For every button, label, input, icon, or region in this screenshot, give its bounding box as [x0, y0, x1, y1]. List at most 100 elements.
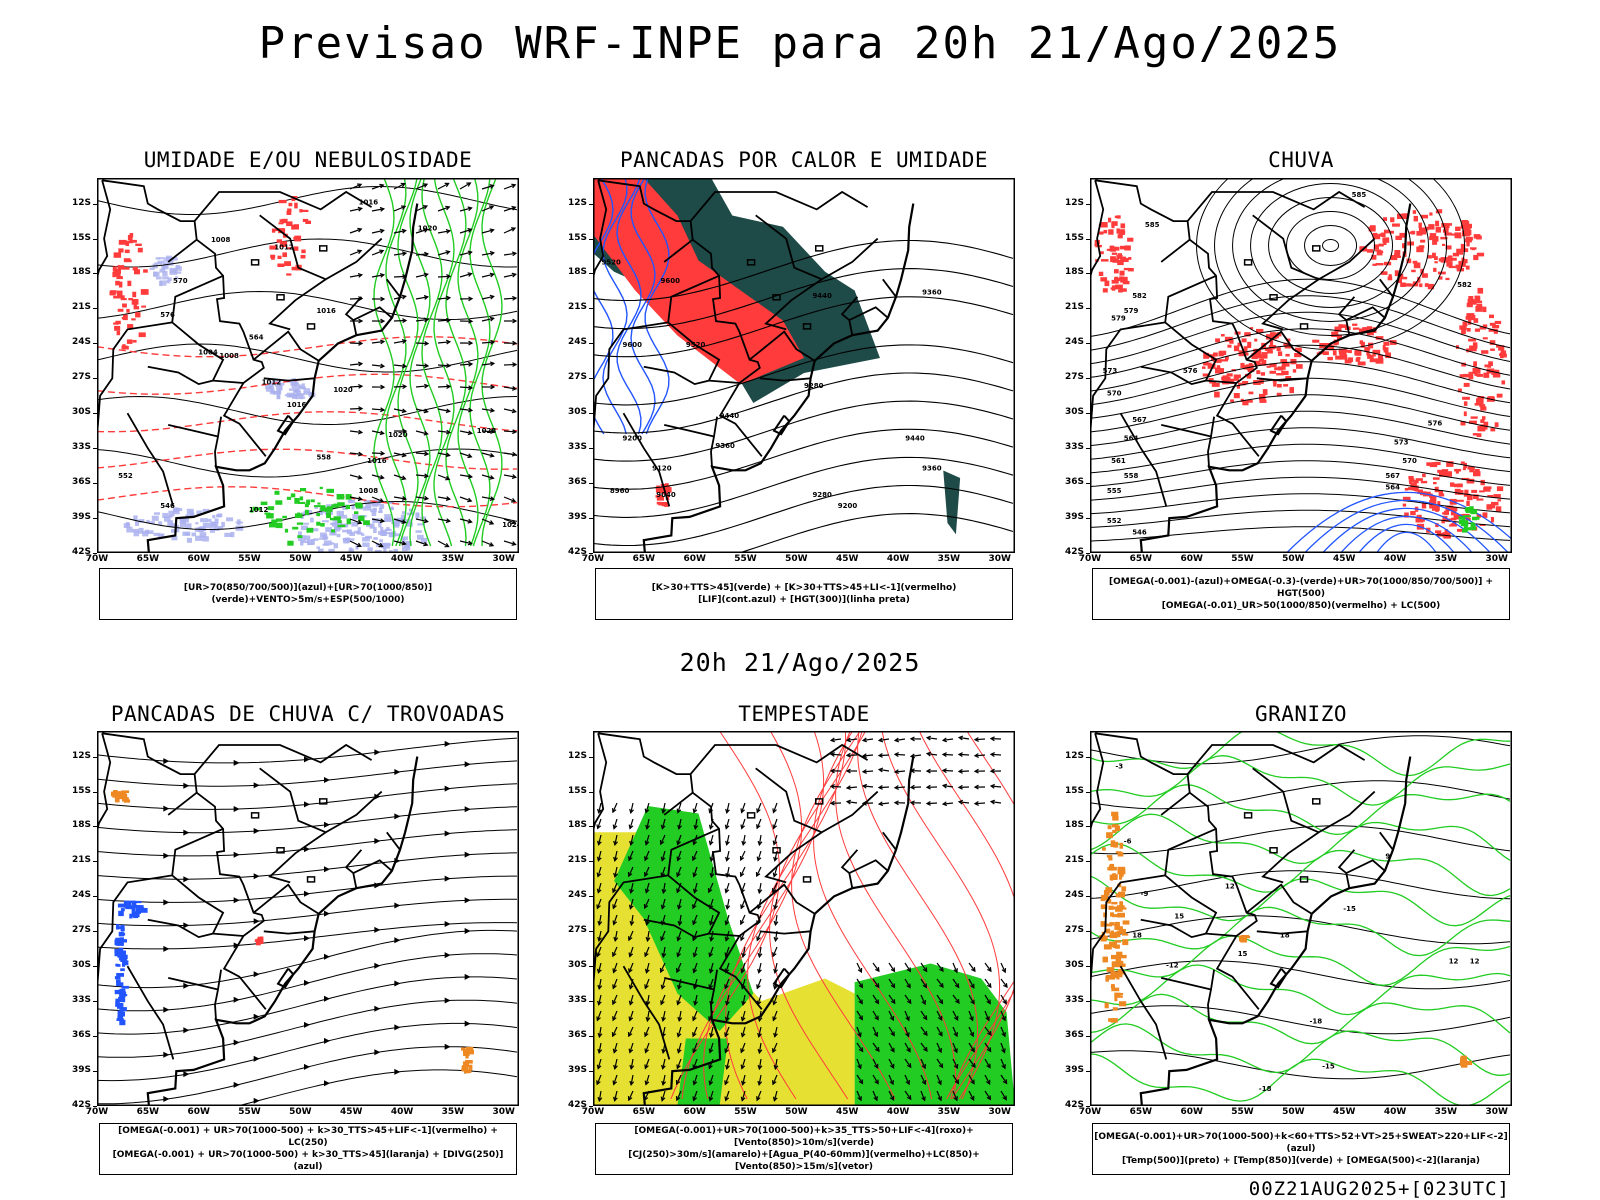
rain-red: [1282, 363, 1290, 367]
humidity-blue: [202, 508, 210, 513]
lat-tick-label: 18S: [1064, 820, 1084, 831]
hgt300: [593, 484, 1014, 547]
rain-red: [1118, 229, 1125, 235]
humidity-blue: [162, 512, 169, 518]
wind-vector: [612, 898, 618, 909]
omega-orange: [1106, 855, 1113, 858]
wind-vector: [612, 952, 617, 958]
wind-vector: [725, 946, 730, 957]
wind-vector: [627, 1096, 633, 1102]
streamline-arrow: [183, 782, 190, 789]
divergence-blue: [120, 954, 128, 960]
rain-red: [1458, 490, 1464, 495]
wind-vector: [614, 930, 618, 941]
humidity-blue: [401, 511, 405, 515]
wind-vector: [904, 1074, 910, 1085]
humidity-blue: [370, 508, 377, 513]
humidity-green: [317, 502, 321, 505]
wind-vector: [909, 736, 915, 742]
humidity-red: [132, 291, 137, 298]
border: [710, 969, 718, 1020]
wind-vector: [503, 297, 517, 300]
lake: [250, 812, 260, 819]
rain-red: [1416, 231, 1423, 236]
wind-vector: [613, 856, 618, 863]
wind-vector: [936, 1058, 944, 1068]
wind-vector: [357, 206, 363, 212]
rain-red: [1476, 235, 1482, 240]
streamline-arrow: [324, 995, 330, 1002]
humidity-blue: [328, 548, 335, 553]
wind-vector: [893, 769, 899, 775]
wind-vector: [614, 1090, 618, 1101]
wind-vector: [596, 872, 602, 878]
wind-vector: [1002, 1095, 1007, 1101]
humidity-blue: [334, 526, 341, 532]
wind-vector: [677, 802, 682, 813]
omega-orange: [1118, 891, 1126, 898]
rain-red: [1433, 267, 1437, 272]
wind-vector: [1002, 999, 1007, 1005]
humidity-green: [275, 522, 283, 529]
wind-vector: [872, 1058, 879, 1069]
wind-vector: [830, 785, 842, 788]
wind-vector: [459, 540, 472, 545]
omega-orange: [1121, 886, 1127, 892]
humidity-blue: [388, 501, 394, 505]
rain-red: [1355, 358, 1360, 362]
humidity-blue: [321, 520, 329, 523]
streamline-850: [703, 731, 825, 1100]
divergence-blue: [116, 982, 124, 987]
rain-red: [1123, 267, 1132, 271]
streamline-arrow: [394, 980, 401, 987]
rain-red: [1380, 271, 1388, 275]
rain-red: [1488, 361, 1493, 367]
wind-vector: [423, 317, 430, 323]
rain-red: [1240, 362, 1245, 368]
border: [167, 238, 198, 263]
wind-vector: [875, 967, 880, 973]
wind-vector: [437, 182, 449, 190]
rain-red: [1111, 221, 1118, 226]
rain-red: [1100, 277, 1108, 282]
omega-orange: [1117, 866, 1126, 871]
streamline-arrow: [444, 997, 451, 1004]
rain-red: [1459, 325, 1467, 330]
humidity-red: [293, 236, 297, 240]
wind-vector: [724, 1074, 730, 1085]
wind-vector: [874, 999, 880, 1005]
wind-vector: [676, 962, 682, 973]
humidity-blue: [369, 523, 375, 529]
wind-vector: [726, 834, 730, 845]
map-frame: [1090, 178, 1512, 553]
divergence-blue: [131, 900, 137, 906]
rain-red: [1435, 530, 1442, 534]
thickness-line: [97, 336, 518, 358]
streamline-arrow: [253, 873, 260, 880]
humidity-blue: [195, 535, 203, 541]
border: [1119, 412, 1168, 507]
rain-red: [1263, 389, 1268, 396]
wind-vector: [511, 205, 517, 211]
rain-red: [1490, 348, 1495, 351]
wind-vector: [393, 385, 407, 388]
wind-vector: [911, 754, 922, 757]
humidity-red: [281, 218, 288, 224]
wind-vector: [921, 1096, 926, 1102]
contour-label: 564: [249, 333, 264, 341]
wind-vector: [596, 1064, 602, 1070]
humidity-blue: [313, 538, 319, 541]
temp500: [1090, 870, 1511, 900]
divergence-blue: [115, 963, 119, 967]
wind-vector: [741, 1026, 746, 1037]
wind-vector: [847, 738, 858, 741]
lat-tick: [1086, 826, 1090, 828]
wind-vector: [467, 497, 473, 503]
humidity-blue: [148, 521, 155, 524]
wind-vector: [1000, 1042, 1006, 1053]
rain-red: [1359, 328, 1364, 334]
streamline: [97, 922, 518, 950]
rain-red: [1411, 269, 1416, 273]
humidity-blue: [167, 260, 174, 266]
rain-red: [1269, 370, 1276, 374]
